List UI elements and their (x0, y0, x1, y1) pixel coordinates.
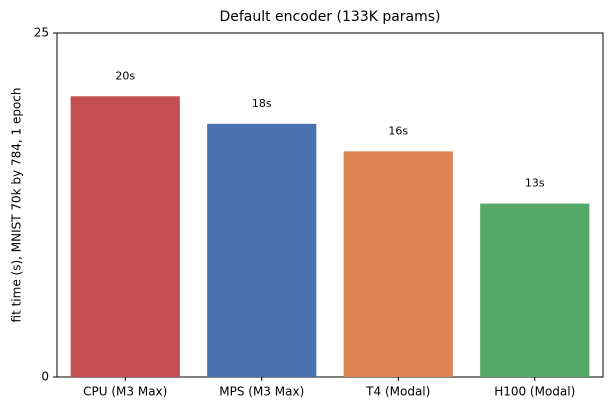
bar (343, 151, 453, 377)
value-label: 16s (388, 124, 408, 137)
x-tick-label: CPU (M3 Max) (83, 385, 167, 399)
bar (70, 96, 180, 378)
bar (207, 123, 317, 377)
x-tick-label: MPS (M3 Max) (219, 385, 304, 399)
plot-frame (56, 32, 604, 378)
y-tick-label: 25 (34, 26, 49, 40)
value-label: 20s (115, 69, 135, 82)
y-tick-label: 0 (41, 370, 49, 384)
value-label: 18s (252, 97, 272, 110)
chart-title: Default encoder (133K params) (219, 9, 440, 25)
value-label: 13s (525, 177, 545, 190)
x-tick-label: H100 (Modal) (494, 385, 575, 399)
x-tick-label: T4 (Modal) (365, 385, 430, 399)
bar (480, 203, 590, 377)
y-axis-label: fit time (s), MNIST 70k by 784, 1 epoch (10, 88, 24, 323)
